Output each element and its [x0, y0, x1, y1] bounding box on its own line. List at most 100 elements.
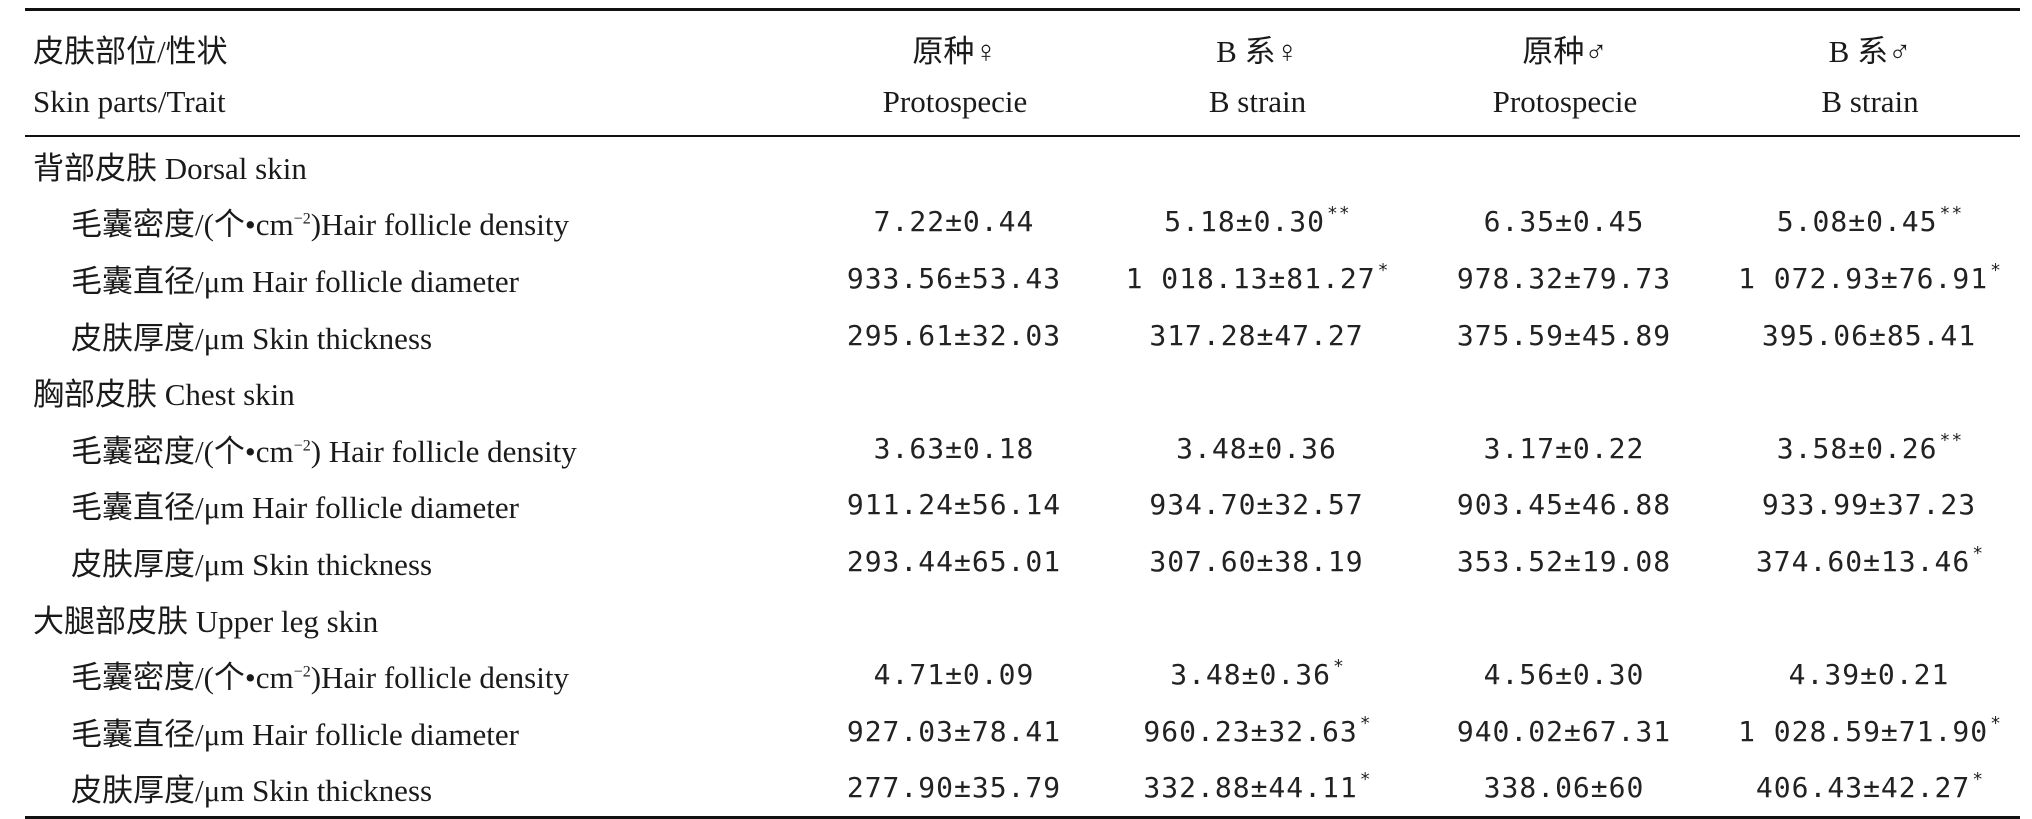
value-cell: 934.70±32.57	[1105, 477, 1410, 534]
trait-label: 毛囊直径/μm Hair follicle diameter	[71, 716, 519, 752]
trait-text: )Hair follicle density	[310, 207, 569, 243]
trait-text: 毛囊密度/(个•cm	[71, 433, 294, 469]
value-cell: 395.06±85.41	[1720, 307, 2020, 364]
value-cell: 277.90±35.79	[805, 759, 1105, 819]
cell-value: 332.88±44.11	[1143, 771, 1358, 805]
cell-value: 293.44±65.01	[846, 544, 1062, 578]
trait-text: 毛囊密度/(个•cm	[71, 660, 294, 696]
value-cell: 940.02±67.31	[1410, 703, 1720, 760]
table-header: 皮肤部位/性状 原种♀ B 系♀ 原种♂ B 系♂ Skin parts/Tra…	[25, 8, 2020, 137]
table-row: 毛囊直径/μm Hair follicle diameter 927.03±78…	[25, 703, 2020, 760]
value-cell: 307.60±38.19	[1105, 533, 1410, 590]
cell-value: 3.17±0.22	[1483, 431, 1645, 465]
value-cell: 3.63±0.18	[805, 420, 1105, 477]
table-row: 毛囊直径/μm Hair follicle diameter 911.24±56…	[25, 477, 2020, 534]
cell-value: 3.58±0.26	[1776, 431, 1938, 465]
value-cell: 353.52±19.08	[1410, 533, 1720, 590]
cell-value: 295.61±32.03	[846, 318, 1062, 352]
table-row: 皮肤厚度/μm Skin thickness 293.44±65.01 307.…	[25, 533, 2020, 590]
value-cell: 933.56±53.43	[805, 250, 1105, 307]
value-cell: 1 018.13±81.27 *	[1105, 250, 1410, 307]
value-cell: 903.45±46.88	[1410, 477, 1720, 534]
cell-value: 960.23±32.63	[1143, 714, 1358, 748]
table-row: 毛囊密度/(个•cm−2)Hair follicle density 7.22±…	[25, 194, 2020, 251]
cell-value: 1 072.93±76.91	[1738, 261, 1989, 295]
cell-value: 406.43±42.27	[1755, 771, 1971, 805]
significance-mark: *	[1972, 769, 1985, 791]
cell-value: 374.60±13.46	[1755, 544, 1971, 578]
header-b-strain-female-cn: B 系♀	[1105, 8, 1410, 73]
value-cell: 317.28±47.27	[1105, 307, 1410, 364]
header-row-english: Skin parts/Trait Protospecie B strain Pr…	[25, 73, 2020, 137]
header-row-chinese: 皮肤部位/性状 原种♀ B 系♀ 原种♂ B 系♂	[25, 8, 2020, 73]
cell-value: 5.18±0.30	[1164, 205, 1326, 239]
cell-value: 4.71±0.09	[873, 658, 1035, 692]
cell-value: 933.56±53.43	[846, 261, 1062, 295]
header-protospecie-male-cn: 原种♂	[1410, 8, 1720, 73]
trait-text: )Hair follicle density	[310, 660, 569, 696]
cell-value: 353.52±19.08	[1456, 544, 1672, 578]
trait-label: 皮肤厚度/μm Skin thickness	[71, 546, 433, 582]
trait-superscript: −2	[293, 663, 311, 681]
cell-value: 307.60±38.19	[1149, 544, 1364, 578]
significance-mark: *	[1990, 259, 2002, 281]
value-cell: 338.06±60	[1410, 759, 1720, 819]
table-row: 皮肤厚度/μm Skin thickness 277.90±35.79 332.…	[25, 759, 2020, 819]
cell-value: 277.90±35.79	[846, 771, 1062, 805]
value-cell: 374.60±13.46 *	[1720, 533, 2020, 590]
cell-value: 4.39±0.21	[1788, 658, 1950, 692]
table-row: 皮肤厚度/μm Skin thickness 295.61±32.03 317.…	[25, 307, 2020, 364]
significance-mark: *	[1359, 712, 1372, 734]
value-cell: 293.44±65.01	[805, 533, 1105, 590]
cell-value: 911.24±56.14	[846, 488, 1062, 522]
trait-text: ) Hair follicle density	[310, 433, 577, 469]
cell-value: 933.99±37.23	[1761, 488, 1977, 522]
value-cell: 4.39±0.21	[1720, 646, 2020, 703]
value-cell: 978.32±79.73	[1410, 250, 1720, 307]
cell-value: 903.45±46.88	[1456, 488, 1672, 522]
header-b-strain-male-cn: B 系♂	[1720, 8, 2020, 73]
significance-mark: *	[1377, 259, 1390, 281]
table-body: 背部皮肤 Dorsal skin 毛囊密度/(个•cm−2)Hair folli…	[25, 136, 2020, 819]
cell-value: 1 018.13±81.27	[1125, 261, 1376, 295]
table-row: 毛囊密度/(个•cm−2)Hair follicle density 4.71±…	[25, 646, 2020, 703]
significance-mark: **	[1939, 429, 1964, 451]
trait-label: 毛囊密度/(个•cm−2)Hair follicle density	[25, 194, 805, 251]
cell-value: 978.32±79.73	[1456, 261, 1672, 295]
cell-value: 338.06±60	[1483, 771, 1645, 805]
trait-superscript: −2	[293, 211, 311, 229]
value-cell: 927.03±78.41	[805, 703, 1105, 760]
value-cell: 960.23±32.63 *	[1105, 703, 1410, 760]
section-row-dorsal: 背部皮肤 Dorsal skin	[25, 136, 2020, 194]
cell-value: 940.02±67.31	[1456, 714, 1672, 748]
cell-value: 3.48±0.36	[1176, 431, 1337, 465]
value-cell: 332.88±44.11 *	[1105, 759, 1410, 819]
value-cell: 5.08±0.45 **	[1720, 194, 2020, 251]
section-title: 大腿部皮肤 Upper leg skin	[33, 603, 379, 639]
header-protospecie-female-en: Protospecie	[805, 73, 1105, 137]
header-protospecie-female-cn: 原种♀	[805, 8, 1105, 73]
value-cell: 4.71±0.09	[805, 646, 1105, 703]
value-cell: 911.24±56.14	[805, 477, 1105, 534]
value-cell: 3.48±0.36 *	[1105, 646, 1410, 703]
value-cell: 3.17±0.22	[1410, 420, 1720, 477]
header-b-strain-male-en: B strain	[1720, 73, 2020, 137]
trait-label: 毛囊直径/μm Hair follicle diameter	[71, 263, 519, 299]
significance-mark: *	[1332, 656, 1345, 678]
trait-label: 毛囊密度/(个•cm−2)Hair follicle density	[25, 646, 805, 703]
cell-value: 927.03±78.41	[846, 714, 1062, 748]
significance-mark: *	[1972, 542, 1985, 564]
trait-text: 毛囊密度/(个•cm	[71, 207, 294, 243]
skin-trait-table: 皮肤部位/性状 原种♀ B 系♀ 原种♂ B 系♂ Skin parts/Tra…	[25, 8, 2020, 819]
section-title: 胸部皮肤 Chest skin	[33, 377, 295, 413]
value-cell: 1 028.59±71.90 *	[1720, 703, 2020, 760]
trait-label: 毛囊密度/(个•cm−2) Hair follicle density	[25, 420, 805, 477]
cell-value: 6.35±0.45	[1483, 205, 1645, 239]
trait-superscript: −2	[293, 437, 311, 455]
trait-label: 皮肤厚度/μm Skin thickness	[71, 320, 433, 356]
cell-value: 5.08±0.45	[1776, 205, 1938, 239]
header-skin-parts-cn: 皮肤部位/性状	[25, 8, 805, 73]
value-cell: 7.22±0.44	[805, 194, 1105, 251]
value-cell: 4.56±0.30	[1410, 646, 1720, 703]
value-cell: 406.43±42.27 *	[1720, 759, 2020, 819]
